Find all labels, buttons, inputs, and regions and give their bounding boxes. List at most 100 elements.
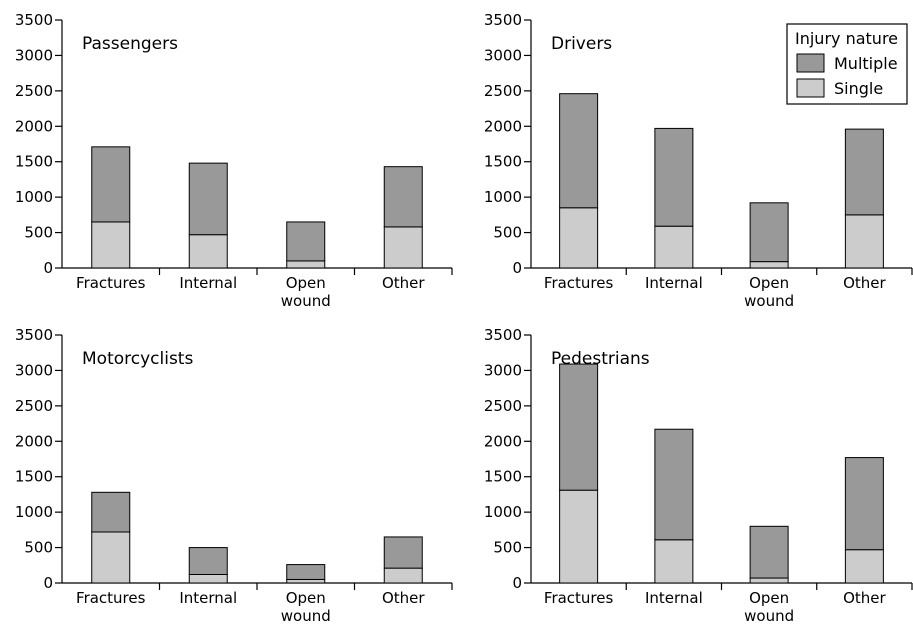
bar-multiple [286, 564, 326, 580]
bar-single [654, 539, 694, 584]
x-tick-label: Open [286, 589, 326, 607]
y-tick-label: 3500 [484, 326, 522, 344]
x-tick-label: Internal [179, 589, 237, 607]
bar-single [844, 549, 884, 584]
x-tick-label: Fractures [76, 274, 146, 292]
bar-single [654, 225, 694, 269]
y-tick-label: 2500 [484, 82, 522, 100]
bar-multiple [91, 491, 131, 533]
bar-multiple [286, 221, 326, 262]
x-tick-label: wound [744, 292, 794, 310]
x-tick-label: wound [281, 292, 331, 310]
legend: Injury nature Multiple Single [786, 23, 908, 105]
bar-multiple [844, 457, 884, 551]
x-tick-label: Other [843, 589, 886, 607]
legend-label-multiple: Multiple [834, 54, 898, 73]
bar-single [559, 489, 599, 584]
panel-drivers: 0 500 1000 1500 2000 2500 3000 3500 Fractures Int… [484, 11, 913, 310]
bar-single [383, 567, 423, 584]
x-tick-label: Open [286, 274, 326, 292]
y-tick-label: 1500 [15, 468, 53, 486]
bar-single [749, 577, 789, 584]
y-tick-label: 0 [512, 574, 522, 592]
y-tick-label: 500 [24, 539, 53, 557]
bar-multiple [844, 128, 884, 216]
y-tick-label: 2000 [484, 432, 522, 450]
bar-single [286, 578, 326, 584]
panel-title: Motorcyclists [82, 349, 193, 369]
x-tick-label: wound [744, 607, 794, 625]
y-tick-label: 2000 [484, 117, 522, 135]
x-tick-label: Other [843, 274, 886, 292]
y-tick-label: 500 [493, 539, 522, 557]
panel-title: Drivers [551, 34, 612, 54]
y-tick-label: 3500 [15, 11, 53, 29]
panels-group: 0 500 1000 1500 2000 2500 3000 3500 Fractures Int… [15, 11, 913, 625]
y-tick-label: 1500 [484, 468, 522, 486]
panel-title: Pedestrians [551, 349, 650, 369]
y-tick-label: 3000 [484, 361, 522, 379]
x-tick-label: Open [749, 274, 789, 292]
x-tick-label: Internal [179, 274, 237, 292]
bar-single [749, 261, 789, 269]
bar-multiple [749, 202, 789, 263]
y-tick-label: 2000 [15, 432, 53, 450]
y-tick-label: 1500 [484, 153, 522, 171]
y-tick-label: 3000 [15, 361, 53, 379]
bar-single [188, 234, 228, 269]
x-tick-label: Fractures [544, 589, 614, 607]
y-tick-label: 2000 [15, 117, 53, 135]
bar-multiple [654, 127, 694, 227]
bar-single [91, 221, 131, 269]
bar-single [188, 573, 228, 584]
x-tick-label: Fractures [544, 274, 614, 292]
bar-single [286, 260, 326, 269]
y-tick-label: 2500 [15, 397, 53, 415]
bar-multiple [383, 536, 423, 569]
bar-single [844, 214, 884, 269]
y-tick-label: 0 [512, 259, 522, 277]
bar-multiple [559, 93, 599, 209]
y-tick-label: 3000 [15, 46, 53, 64]
y-tick-label: 1000 [484, 503, 522, 521]
y-tick-label: 0 [43, 259, 53, 277]
bar-single [383, 226, 423, 269]
y-tick-label: 1000 [15, 503, 53, 521]
y-tick-label: 500 [24, 224, 53, 242]
bar-multiple [654, 428, 694, 541]
x-tick-label: Fractures [76, 589, 146, 607]
panel-passengers: 0 500 1000 1500 2000 2500 3000 3500 Fractures Int… [15, 11, 453, 310]
x-tick-label: Open [749, 589, 789, 607]
x-tick-label: Other [382, 274, 425, 292]
bar-single [91, 531, 131, 584]
x-tick-label: Other [382, 589, 425, 607]
legend-swatch-multiple [796, 53, 825, 73]
bar-multiple [749, 525, 789, 579]
panel-pedestrians: 0 500 1000 1500 2000 2500 3000 3500 Fractures Int… [484, 326, 913, 625]
x-tick-label: wound [281, 607, 331, 625]
y-tick-label: 1000 [15, 188, 53, 206]
y-tick-label: 0 [43, 574, 53, 592]
bar-single [559, 207, 599, 269]
x-tick-label: Internal [645, 589, 703, 607]
y-tick-label: 1500 [15, 153, 53, 171]
legend-label-single: Single [834, 79, 883, 98]
y-tick-label: 3500 [484, 11, 522, 29]
legend-title: Injury nature [795, 29, 898, 48]
y-tick-label: 2500 [484, 397, 522, 415]
legend-swatch-single [796, 78, 825, 98]
y-tick-label: 1000 [484, 188, 522, 206]
bar-multiple [383, 166, 423, 228]
bar-multiple [91, 146, 131, 223]
x-tick-label: Internal [645, 274, 703, 292]
bar-multiple [559, 363, 599, 491]
y-tick-label: 3500 [15, 326, 53, 344]
panel-motorcyclists: 0 500 1000 1500 2000 2500 3000 3500 Fractures Int… [15, 326, 453, 625]
y-tick-label: 3000 [484, 46, 522, 64]
bar-multiple [188, 547, 228, 575]
y-tick-label: 2500 [15, 82, 53, 100]
y-tick-label: 500 [493, 224, 522, 242]
panel-title: Passengers [82, 34, 178, 54]
bar-multiple [188, 162, 228, 236]
